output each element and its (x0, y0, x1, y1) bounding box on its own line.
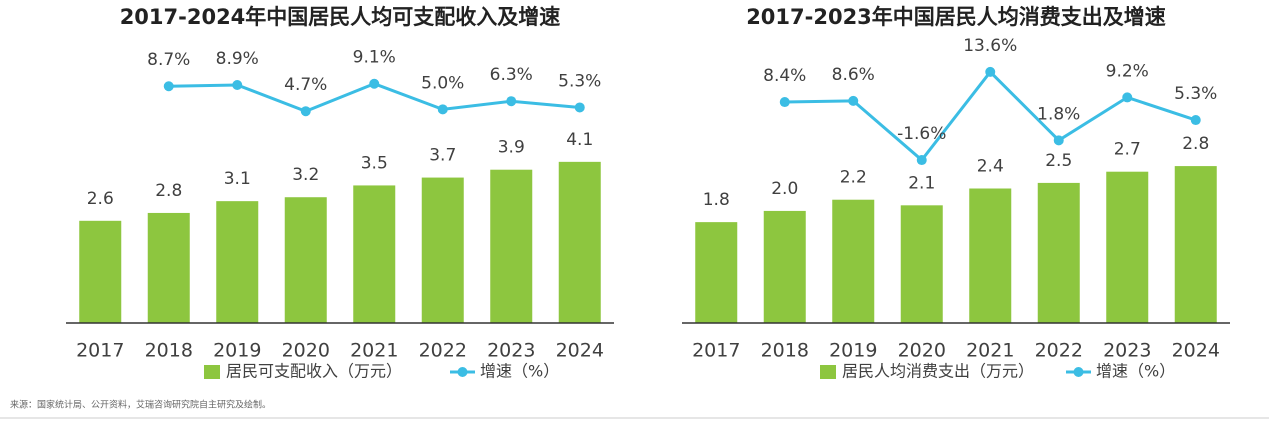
bar-label: 2.8 (155, 181, 182, 201)
bar-label: 3.2 (292, 165, 319, 185)
bar (216, 201, 259, 323)
bar-label: 4.1 (566, 130, 593, 150)
growth-label: 9.2% (1106, 61, 1149, 81)
x-tick-label: 2021 (966, 340, 1014, 362)
bar-label: 2.7 (1114, 140, 1141, 160)
chart-title: 2017-2024年中国居民人均可支配收入及增速 (120, 5, 561, 29)
growth-point (916, 155, 927, 166)
growth-label: 1.8% (1037, 104, 1080, 124)
bar (490, 169, 533, 323)
growth-point (300, 106, 311, 117)
bar (832, 199, 875, 323)
growth-point (163, 81, 174, 92)
growth-label: 8.7% (147, 50, 190, 70)
bar-label: 2.4 (977, 157, 1004, 177)
x-tick-label: 2024 (1172, 340, 1220, 362)
growth-label: 5.3% (1174, 84, 1217, 104)
growth-label: 8.6% (832, 65, 875, 85)
bar (1106, 171, 1149, 323)
x-tick-label: 2018 (145, 340, 193, 362)
x-tick-label: 2019 (213, 340, 261, 362)
x-tick-label: 2023 (1103, 340, 1151, 362)
bar (558, 161, 601, 323)
legend-dot (457, 367, 468, 377)
legend-label: 居民人均消费支出（万元） (842, 362, 1034, 381)
growth-label: 6.3% (490, 65, 533, 85)
growth-point (848, 95, 859, 106)
bar-label: 1.8 (703, 190, 730, 210)
bar-label: 2.6 (87, 189, 114, 209)
bar-label: 3.1 (224, 169, 251, 189)
x-tick-label: 2022 (419, 340, 467, 362)
legend-label: 增速（%） (1096, 362, 1175, 381)
x-tick-label: 2021 (350, 340, 398, 362)
bar (900, 205, 943, 323)
growth-point (437, 104, 448, 115)
bar (79, 220, 122, 323)
x-tick-label: 2022 (1035, 340, 1083, 362)
growth-label: 5.0% (421, 73, 464, 93)
chart-title: 2017-2023年中国居民人均消费支出及增速 (746, 5, 1166, 29)
bar-label: 3.5 (361, 153, 388, 173)
growth-point (369, 78, 380, 89)
bar (695, 222, 738, 323)
growth-label: 8.4% (763, 66, 806, 86)
bar (147, 212, 190, 323)
growth-point (1053, 135, 1064, 146)
growth-label: 8.9% (216, 49, 259, 69)
bar (284, 197, 327, 323)
x-tick-label: 2020 (898, 340, 946, 362)
legend-label: 增速（%） (480, 362, 559, 381)
growth-label: 9.1% (353, 48, 396, 68)
bar (969, 188, 1012, 323)
growth-point (1122, 92, 1133, 103)
bar (1037, 182, 1080, 323)
bar-label: 2.8 (1182, 134, 1209, 154)
x-tick-label: 2020 (282, 340, 330, 362)
bar (1174, 166, 1217, 323)
x-tick-label: 2023 (487, 340, 535, 362)
growth-point (1190, 115, 1201, 126)
growth-label: -1.6% (897, 124, 946, 144)
bar-label: 3.9 (498, 138, 525, 158)
x-tick-label: 2017 (692, 340, 740, 362)
growth-point (232, 79, 243, 90)
bar (353, 185, 396, 323)
legend-swatch (204, 365, 220, 379)
legend-swatch (820, 365, 836, 379)
legend-label: 居民可支配收入（万元） (226, 362, 402, 381)
legend-dot (1073, 367, 1084, 377)
bar-label: 2.5 (1045, 151, 1072, 171)
growth-label: 13.6% (963, 36, 1017, 56)
growth-point (574, 102, 585, 113)
growth-label: 4.7% (284, 75, 327, 95)
bar (763, 210, 806, 323)
bar-label: 2.1 (908, 173, 935, 193)
bar-label: 3.7 (429, 146, 456, 166)
x-tick-label: 2018 (761, 340, 809, 362)
bar-label: 2.2 (840, 168, 867, 188)
bar-label: 2.0 (771, 179, 798, 199)
growth-point (506, 96, 517, 107)
source: 来源：国家统计局、公开资料，艾瑞咨询研究院自主研究及绘制。 (10, 399, 271, 411)
growth-point (985, 66, 996, 77)
x-tick-label: 2019 (829, 340, 877, 362)
bar (421, 177, 464, 323)
x-tick-label: 2017 (76, 340, 124, 362)
growth-point (779, 97, 790, 108)
growth-label: 5.3% (558, 71, 601, 91)
x-tick-label: 2024 (556, 340, 604, 362)
